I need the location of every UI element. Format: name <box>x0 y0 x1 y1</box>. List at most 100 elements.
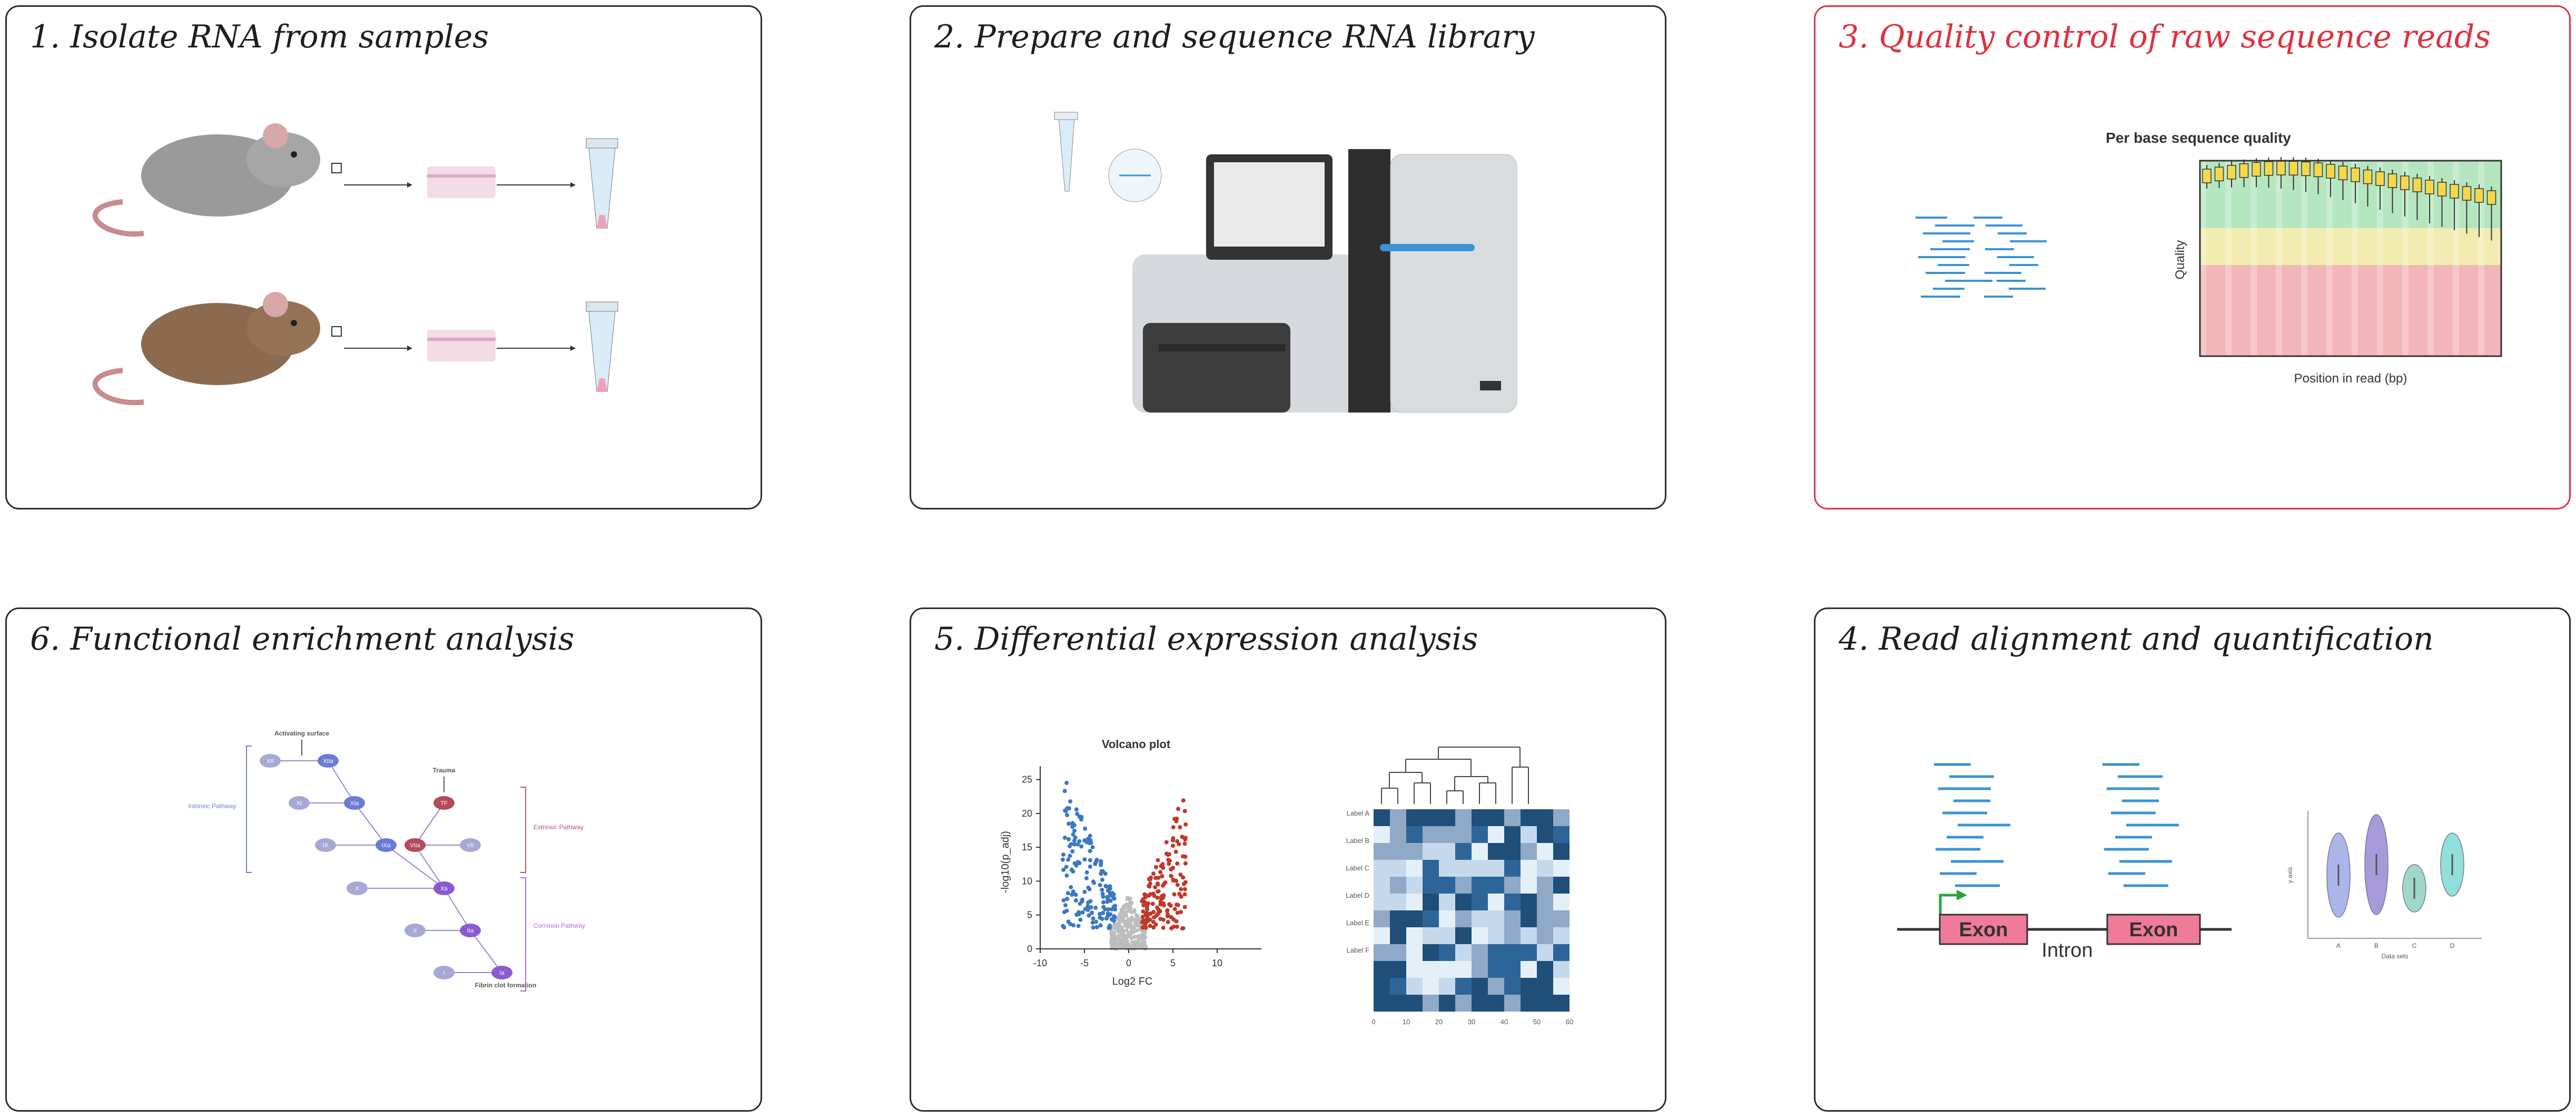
pathway-arrow <box>354 802 387 846</box>
heatmap-cell <box>1488 927 1504 944</box>
heatmap-row-label: Label D <box>1346 891 1369 899</box>
point-down <box>1067 837 1071 841</box>
point-down <box>1085 904 1090 908</box>
point-down <box>1103 907 1108 911</box>
factor-node <box>433 966 455 979</box>
point-down <box>1076 924 1081 928</box>
point-down <box>1090 845 1095 850</box>
quality-box <box>2239 163 2249 178</box>
heatmap-cell <box>1488 843 1504 860</box>
point-down <box>1088 864 1092 869</box>
point-down <box>1065 897 1070 901</box>
point-ns <box>1125 939 1129 943</box>
point-ns <box>1113 924 1118 928</box>
heatmap-cell <box>1423 995 1439 1012</box>
heatmap-cell <box>1537 877 1553 894</box>
point-ns <box>1134 913 1138 917</box>
factor-node <box>344 796 365 810</box>
heatmap-cell <box>1521 894 1537 910</box>
heatmap-x-tick: 20 <box>1435 1018 1443 1026</box>
sequencer-illustration <box>1054 112 1517 413</box>
extrinsic-pathway-label: Extrinsic Pathway <box>534 823 584 831</box>
read-alignment-illustration: Exon Exon Intron A B C D Data sets y axis <box>1897 763 2482 962</box>
point-down <box>1098 923 1103 928</box>
heatmap-cell <box>1472 927 1488 944</box>
point-up <box>1143 895 1148 900</box>
common-pathway-label: Common Pathway <box>534 922 585 929</box>
heatmap-cell <box>1423 809 1439 826</box>
heatmap-cell <box>1472 944 1488 961</box>
point-up <box>1175 924 1179 929</box>
point-up <box>1171 878 1176 883</box>
heatmap-cell <box>1455 927 1472 944</box>
point-down <box>1080 910 1085 915</box>
quality-box <box>2486 190 2496 205</box>
point-ns <box>1126 930 1130 935</box>
point-up <box>1164 851 1169 856</box>
point-down <box>1071 889 1075 894</box>
heatmap-cell <box>1472 910 1488 927</box>
point-down <box>1086 836 1091 841</box>
trauma-label: Trauma <box>433 767 456 774</box>
heatmap-x-tick: 60 <box>1566 1018 1573 1026</box>
point-down <box>1063 809 1068 813</box>
heatmap-cell <box>1406 910 1423 927</box>
heatmap-cell <box>1488 995 1504 1012</box>
point-ns <box>1132 909 1137 914</box>
point-up <box>1142 924 1147 929</box>
factor-node <box>460 924 481 937</box>
violin-category: A <box>2336 942 2341 949</box>
heatmap-cell <box>1390 978 1406 995</box>
factor-node <box>376 838 397 852</box>
point-up <box>1154 865 1159 869</box>
heatmap-cell <box>1553 978 1570 995</box>
point-down <box>1071 832 1075 837</box>
point-up <box>1165 914 1170 918</box>
point-down <box>1093 860 1098 865</box>
quality-box <box>2338 165 2348 181</box>
point-up <box>1183 855 1188 859</box>
heatmap-cell <box>1537 843 1553 860</box>
panel-title: 6. Functional enrichment analysis <box>30 621 575 658</box>
stripe <box>2326 161 2333 356</box>
point-up <box>1182 841 1187 846</box>
sequencer-machine-icon <box>1132 149 1517 413</box>
heatmap-cell <box>1455 961 1472 978</box>
point-down <box>1074 863 1079 868</box>
heatmap-cell <box>1537 927 1553 944</box>
coagulation-pathway-diagram: Activating surface Trauma Intrinsic Path… <box>188 730 585 992</box>
point-up <box>1152 894 1157 898</box>
heatmap-cell <box>1537 995 1553 1012</box>
point-ns <box>1117 942 1121 946</box>
x-tick-label: 0 <box>1126 958 1131 968</box>
heatmap-cell <box>1455 910 1472 927</box>
point-down <box>1068 921 1073 926</box>
heatmap-cell <box>1423 944 1439 961</box>
heatmap-cell <box>1406 978 1423 995</box>
violin-plot: A B C D Data sets y axis <box>2286 811 2482 960</box>
point-up <box>1175 910 1180 915</box>
pathway-arrow <box>443 888 471 931</box>
point-up <box>1170 844 1175 848</box>
exon-label: Exon <box>1959 919 2008 941</box>
exon-box <box>2106 914 2201 945</box>
point-down <box>1082 857 1087 862</box>
point-down <box>1094 925 1099 929</box>
point-up <box>1183 880 1188 885</box>
quality-control-illustration: Per base sequence quality Position in re… <box>1916 130 2502 386</box>
point-ns <box>1129 910 1133 914</box>
point-up <box>1156 876 1161 880</box>
point-ns <box>1135 941 1139 945</box>
factor-label: VIIa <box>410 842 420 849</box>
heatmap-cell <box>1521 910 1537 927</box>
heatmap-cell <box>1439 961 1455 978</box>
point-ns <box>1130 915 1134 919</box>
quality-box <box>2462 186 2472 201</box>
heatmap-cell <box>1455 894 1472 910</box>
heatmap-cell <box>1488 978 1504 995</box>
heatmap-cell <box>1439 826 1455 843</box>
intron-label: Intron <box>2041 939 2093 962</box>
point-up <box>1150 901 1155 906</box>
heatmap-x-tick: 0 <box>1371 1018 1375 1026</box>
heatmap-cell <box>1406 894 1423 910</box>
